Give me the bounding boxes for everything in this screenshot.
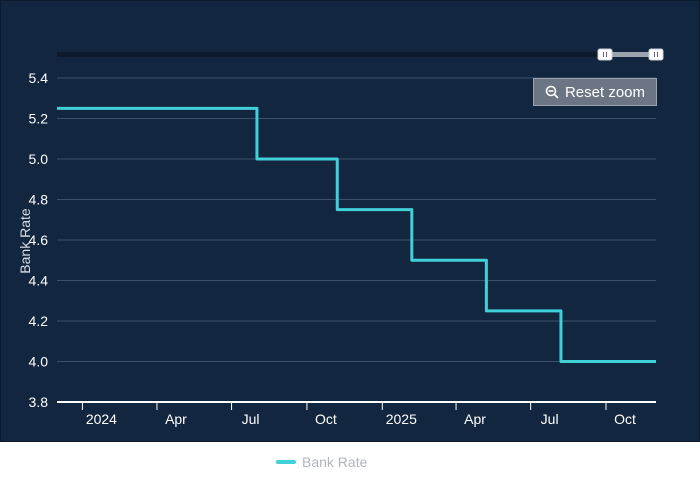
series-bank-rate (57, 106, 656, 363)
x-tick-label: Oct (614, 411, 636, 427)
x-axis: 2024 Apr Jul Oct 2025 Apr Jul Oct (57, 401, 656, 427)
y-tick-label: 4.0 (29, 354, 49, 370)
reset-zoom-label: Reset zoom (564, 83, 646, 101)
x-tick-label: Jul (541, 411, 559, 427)
navigator-track[interactable] (57, 52, 656, 57)
y-tick-label: 4.6 (29, 232, 49, 248)
y-axis-title: Bank Rate (17, 208, 33, 274)
legend-item-bank-rate[interactable]: Bank Rate (302, 454, 368, 470)
legend[interactable]: Bank Rate (276, 454, 367, 470)
y-tick-label: 5.2 (29, 111, 49, 127)
zoom-out-icon (545, 85, 559, 99)
y-axis: 3.8 4.0 4.2 4.4 4.6 4.8 5.0 5.2 5.4 (29, 70, 49, 410)
reset-zoom-button[interactable]: Reset zoom (533, 78, 657, 106)
navigator[interactable] (57, 48, 664, 61)
navigator-range[interactable] (605, 52, 656, 57)
x-tick-label: Apr (165, 411, 187, 427)
bank-rate-chart[interactable]: 3.8 4.0 4.2 4.4 4.6 4.8 5.0 5.2 5.4 2024 Apr Jul Oc… (1, 1, 700, 443)
y-tick-label: 5.0 (29, 151, 49, 167)
navigator-handle-right[interactable] (648, 48, 664, 61)
x-tick-label: 2024 (86, 411, 117, 427)
navigator-handle-left[interactable] (597, 48, 613, 61)
y-tick-label: 4.2 (29, 313, 49, 329)
y-tick-label: 3.8 (29, 394, 49, 410)
x-tick-label: Jul (242, 411, 260, 427)
y-tick-label: 4.8 (29, 192, 49, 208)
chart-panel: 3.8 4.0 4.2 4.4 4.6 4.8 5.0 5.2 5.4 2024 Apr Jul Oc… (0, 0, 700, 442)
x-tick-label: Apr (464, 411, 486, 427)
series-line-bank-rate[interactable] (57, 106, 656, 363)
x-tick-label: Oct (315, 411, 337, 427)
x-tick-label: 2025 (386, 411, 417, 427)
y-tick-label: 5.4 (29, 70, 49, 86)
y-tick-label: 4.4 (29, 273, 49, 289)
legend-swatch (276, 460, 296, 464)
grid-lines (57, 77, 656, 403)
